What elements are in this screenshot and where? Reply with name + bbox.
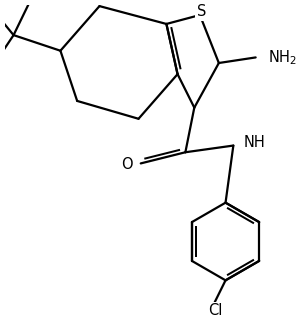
Text: NH: NH bbox=[243, 135, 265, 151]
Text: Cl: Cl bbox=[208, 303, 223, 318]
Text: S: S bbox=[196, 4, 206, 19]
Text: O: O bbox=[121, 157, 133, 172]
Text: NH$_2$: NH$_2$ bbox=[268, 48, 297, 67]
